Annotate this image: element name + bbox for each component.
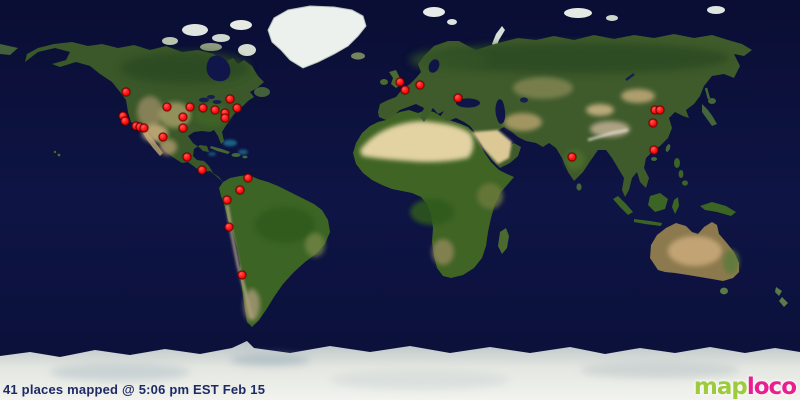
place-marker-asia-china-south: [649, 145, 659, 155]
place-marker-south-america-northwest: [235, 185, 245, 195]
place-marker-us-california-south-3: [139, 123, 149, 133]
hawaii: [53, 150, 61, 157]
place-marker-europe-southeast: [453, 93, 463, 103]
place-marker-europe-britain: [395, 77, 405, 87]
north-america: [25, 42, 270, 182]
place-marker-us-great-lakes-east: [210, 105, 220, 115]
place-marker-central-america-north: [182, 152, 192, 162]
place-marker-us-midwest: [198, 103, 208, 113]
place-marker-europe-central: [415, 80, 425, 90]
place-marker-us-southwest-mexico-border: [158, 132, 168, 142]
eurasia: [0, 34, 752, 197]
greenland: [267, 5, 367, 69]
place-marker-canada-southeast: [225, 94, 235, 104]
south-america: [219, 175, 330, 327]
place-marker-central-america-south: [197, 165, 207, 175]
place-marker-asia-india: [567, 152, 577, 162]
place-marker-us-upper-midwest: [185, 102, 195, 112]
place-marker-us-new-england: [232, 103, 242, 113]
antarctica: [0, 341, 800, 400]
place-marker-us-pacific-northwest: [121, 87, 131, 97]
africa: [353, 110, 514, 278]
caribbean: [208, 139, 248, 159]
place-marker-us-central-plains: [178, 112, 188, 122]
place-marker-europe-france: [400, 85, 410, 95]
australia: [650, 222, 788, 307]
place-marker-us-mid-atlantic: [220, 113, 230, 123]
logo-text-map: map: [693, 374, 748, 400]
map-caption: 41 places mapped @ 5:06 pm EST Feb 15: [3, 382, 266, 397]
logo-text-loco: loco: [746, 374, 797, 400]
place-marker-south-america-pacific-central: [224, 222, 234, 232]
place-marker-south-america-pacific-north: [222, 195, 232, 205]
place-marker-us-south-central: [178, 123, 188, 133]
maploco-logo[interactable]: maploco: [693, 374, 797, 400]
place-marker-south-america-caribbean-coast: [243, 173, 253, 183]
place-marker-us-mountain-west: [162, 102, 172, 112]
arctic-islands: [162, 6, 725, 56]
place-marker-south-america-south: [237, 270, 247, 280]
southeast-asia: [613, 158, 736, 226]
place-marker-asia-china-north-2: [655, 105, 665, 115]
japan: [702, 87, 717, 126]
place-marker-asia-china-central: [648, 118, 658, 128]
place-marker-us-california-north-2: [120, 116, 130, 126]
